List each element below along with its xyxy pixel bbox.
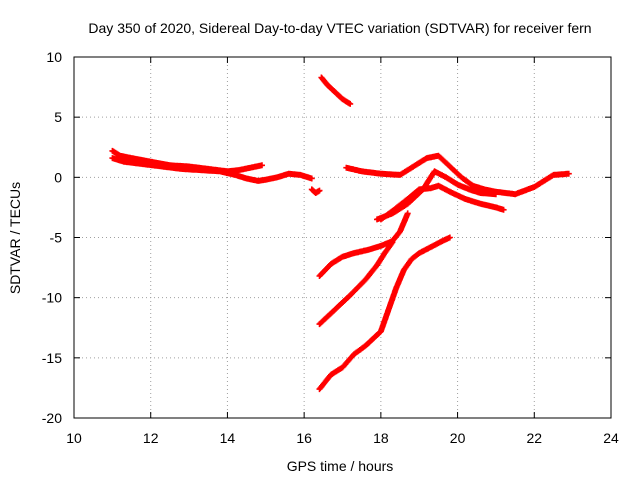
data-point-markers: [109, 155, 315, 184]
data-series: [109, 74, 572, 393]
series-arc-10: [316, 234, 453, 393]
data-point-markers: [316, 234, 453, 393]
series-arc-4: [318, 74, 354, 107]
data-point-markers: [377, 182, 507, 223]
y-tick-label: -5: [50, 230, 63, 246]
series-arc-5: [343, 152, 572, 198]
grid: [74, 57, 611, 418]
y-tick-label: -10: [42, 290, 62, 306]
y-tick-label: -15: [42, 350, 62, 366]
series-arc-8: [316, 210, 411, 279]
y-tick-label: 0: [54, 169, 62, 185]
x-axis-label: GPS time / hours: [287, 458, 394, 474]
chart-title: Day 350 of 2020, Sidereal Day-to-day VTE…: [88, 20, 591, 36]
data-point-markers: [316, 239, 396, 328]
data-point-markers: [308, 186, 323, 196]
x-tick-label: 18: [373, 430, 389, 446]
x-tick-label: 16: [296, 430, 312, 446]
y-axis-ticks: -20 -15 -10 -5 0 5 10: [42, 49, 611, 426]
series-arc-2: [109, 155, 315, 184]
series-arc-7: [377, 182, 507, 223]
series-arc-3: [308, 186, 323, 196]
x-tick-label: 10: [66, 430, 82, 446]
y-tick-label: 5: [54, 109, 62, 125]
x-tick-label: 20: [450, 430, 466, 446]
data-point-markers: [318, 74, 354, 107]
data-point-markers: [343, 152, 572, 198]
x-tick-label: 14: [220, 430, 236, 446]
data-point-markers: [316, 210, 411, 279]
x-tick-label: 24: [603, 430, 619, 446]
y-axis-label: SDTVAR / TECUs: [7, 182, 23, 294]
series-arc-9: [316, 239, 396, 328]
y-tick-label: 10: [46, 49, 62, 65]
x-axis-ticks: 10 12 14 16 18 20 22 24: [66, 57, 619, 446]
x-tick-label: 12: [143, 430, 159, 446]
x-tick-label: 22: [526, 430, 542, 446]
y-tick-label: -20: [42, 410, 62, 426]
